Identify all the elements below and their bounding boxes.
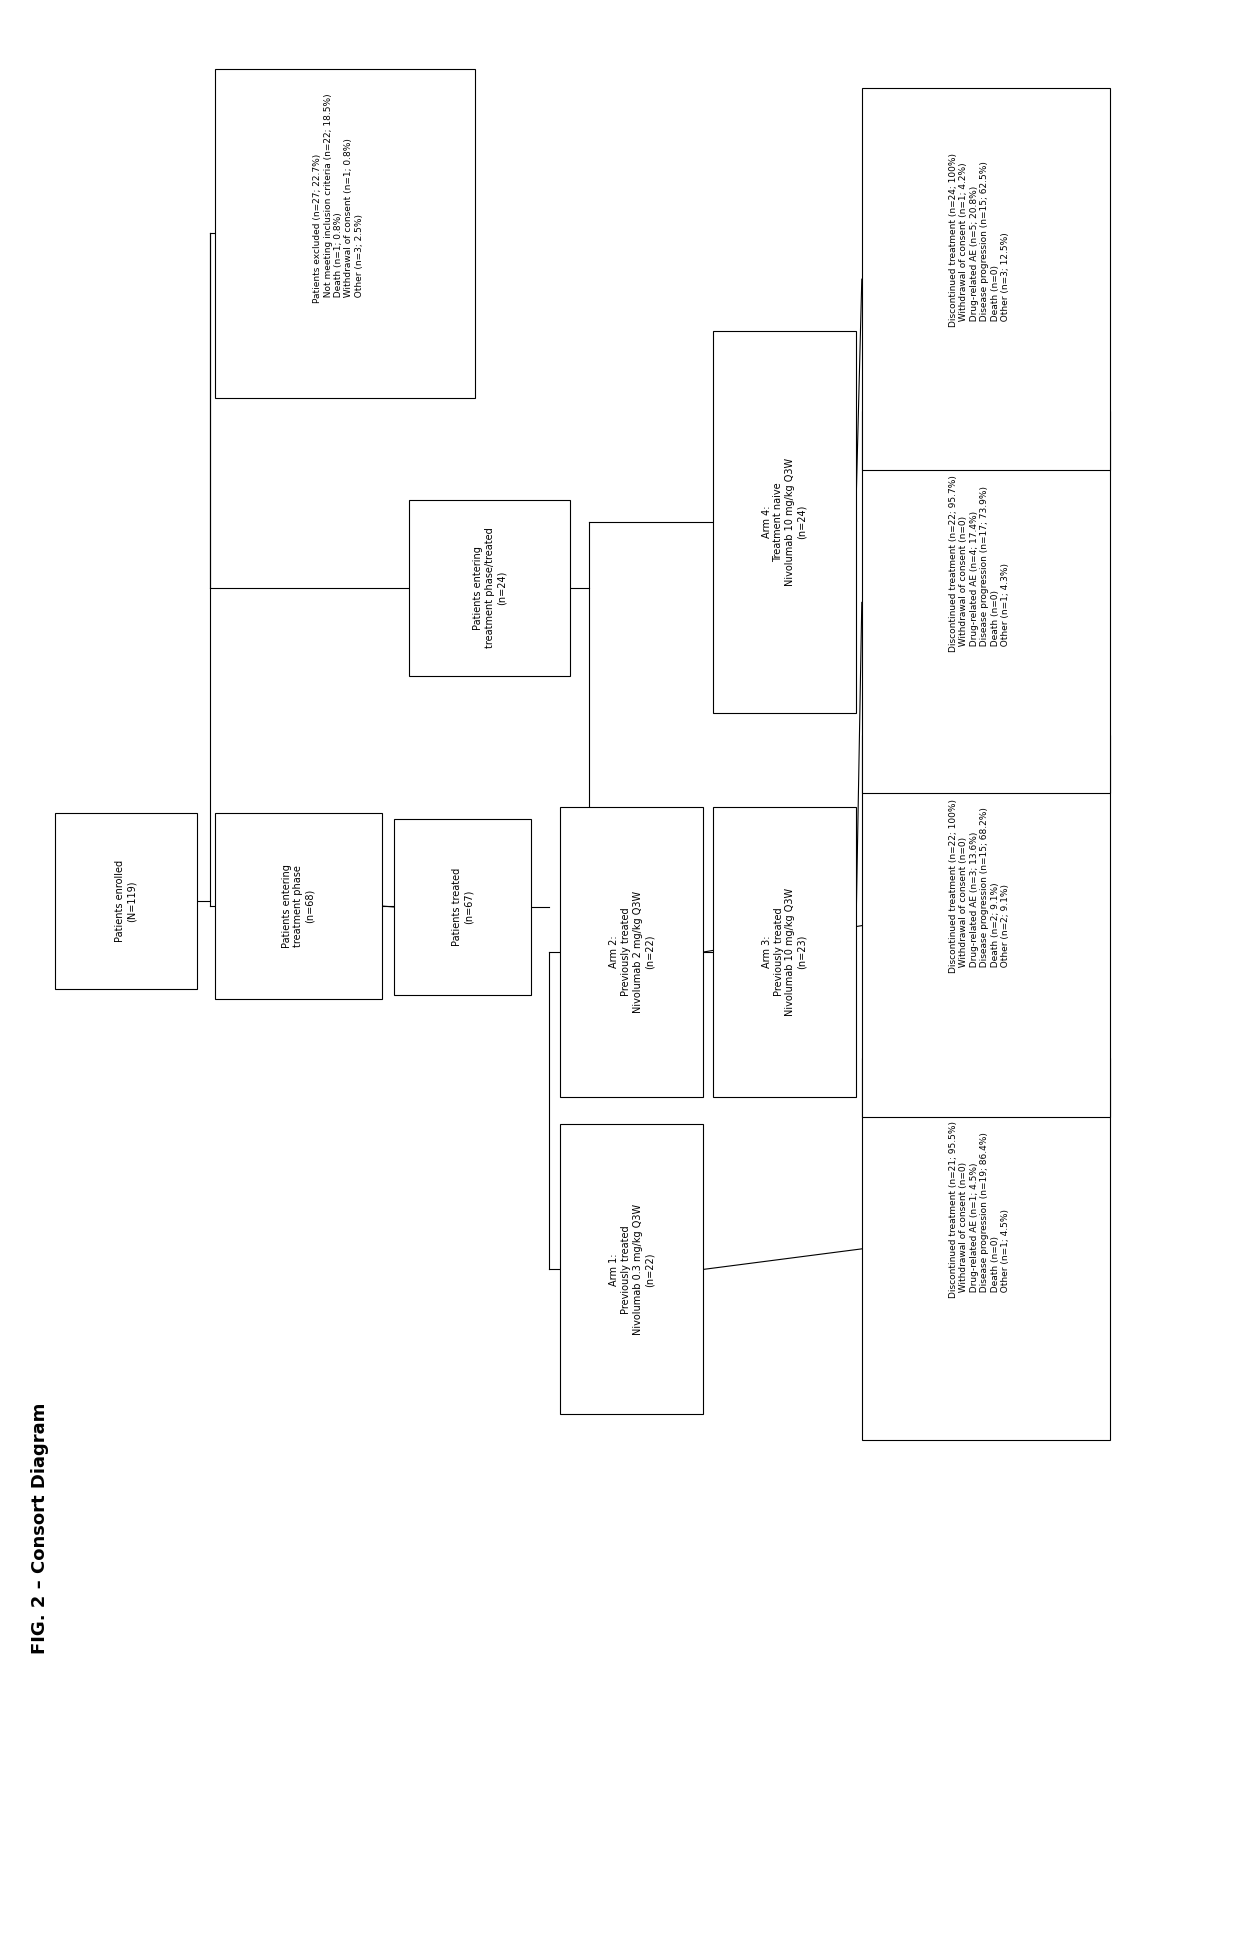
FancyBboxPatch shape — [862, 88, 1110, 470]
FancyBboxPatch shape — [215, 813, 382, 999]
Text: FIG. 2 – Consort Diagram: FIG. 2 – Consort Diagram — [31, 1403, 48, 1653]
FancyBboxPatch shape — [862, 411, 1110, 793]
FancyBboxPatch shape — [713, 807, 856, 1097]
FancyBboxPatch shape — [713, 331, 856, 713]
Text: Discontinued treatment (n=22; 100%)
  Withdrawal of consent (n=0)
  Drug-related: Discontinued treatment (n=22; 100%) With… — [949, 799, 1011, 974]
FancyBboxPatch shape — [394, 819, 531, 995]
FancyBboxPatch shape — [560, 807, 703, 1097]
FancyBboxPatch shape — [409, 500, 570, 676]
Text: Arm 2:
Previously treated
Nivolumab 2 mg/kg Q3W
(n=22): Arm 2: Previously treated Nivolumab 2 mg… — [609, 891, 655, 1013]
Text: Discontinued treatment (n=24; 100%)
  Withdrawal of consent (n=1; 4.2%)
  Drug-r: Discontinued treatment (n=24; 100%) With… — [949, 153, 1011, 327]
Text: Patients entering
treatment phase
(n=68): Patients entering treatment phase (n=68) — [281, 864, 315, 948]
FancyBboxPatch shape — [560, 1124, 703, 1414]
Text: Patients excluded (n=27; 22.7%)
  Not meeting inclusion criteria (n=22; 18.5%)
 : Patients excluded (n=27; 22.7%) Not meet… — [314, 92, 363, 304]
Text: Arm 3:
Previously treated
Nivolumab 10 mg/kg Q3W
(n=23): Arm 3: Previously treated Nivolumab 10 m… — [761, 887, 807, 1017]
FancyBboxPatch shape — [55, 813, 197, 989]
Text: Discontinued treatment (n=21; 95.5%)
  Withdrawal of consent (n=0)
  Drug-relate: Discontinued treatment (n=21; 95.5%) Wit… — [949, 1121, 1011, 1299]
Text: Discontinued treatment (n=22; 95.7%)
  Withdrawal of consent (n=0)
  Drug-relate: Discontinued treatment (n=22; 95.7%) Wit… — [949, 474, 1011, 652]
Text: Patients enrolled
(N=119): Patients enrolled (N=119) — [115, 860, 136, 942]
Text: Patients entering
treatment phase/treated
(n=24): Patients entering treatment phase/treate… — [474, 527, 506, 648]
FancyBboxPatch shape — [862, 1058, 1110, 1440]
Text: Arm 4:
Treatment naive
Nivolumab 10 mg/kg Q3W
(n=24): Arm 4: Treatment naive Nivolumab 10 mg/k… — [761, 458, 807, 586]
Text: Patients treated
(n=67): Patients treated (n=67) — [451, 868, 474, 946]
Text: Arm 1:
Previously treated
Nivolumab 0.3 mg/kg Q3W
(n=22): Arm 1: Previously treated Nivolumab 0.3 … — [609, 1205, 655, 1334]
FancyBboxPatch shape — [215, 69, 475, 398]
FancyBboxPatch shape — [862, 735, 1110, 1117]
